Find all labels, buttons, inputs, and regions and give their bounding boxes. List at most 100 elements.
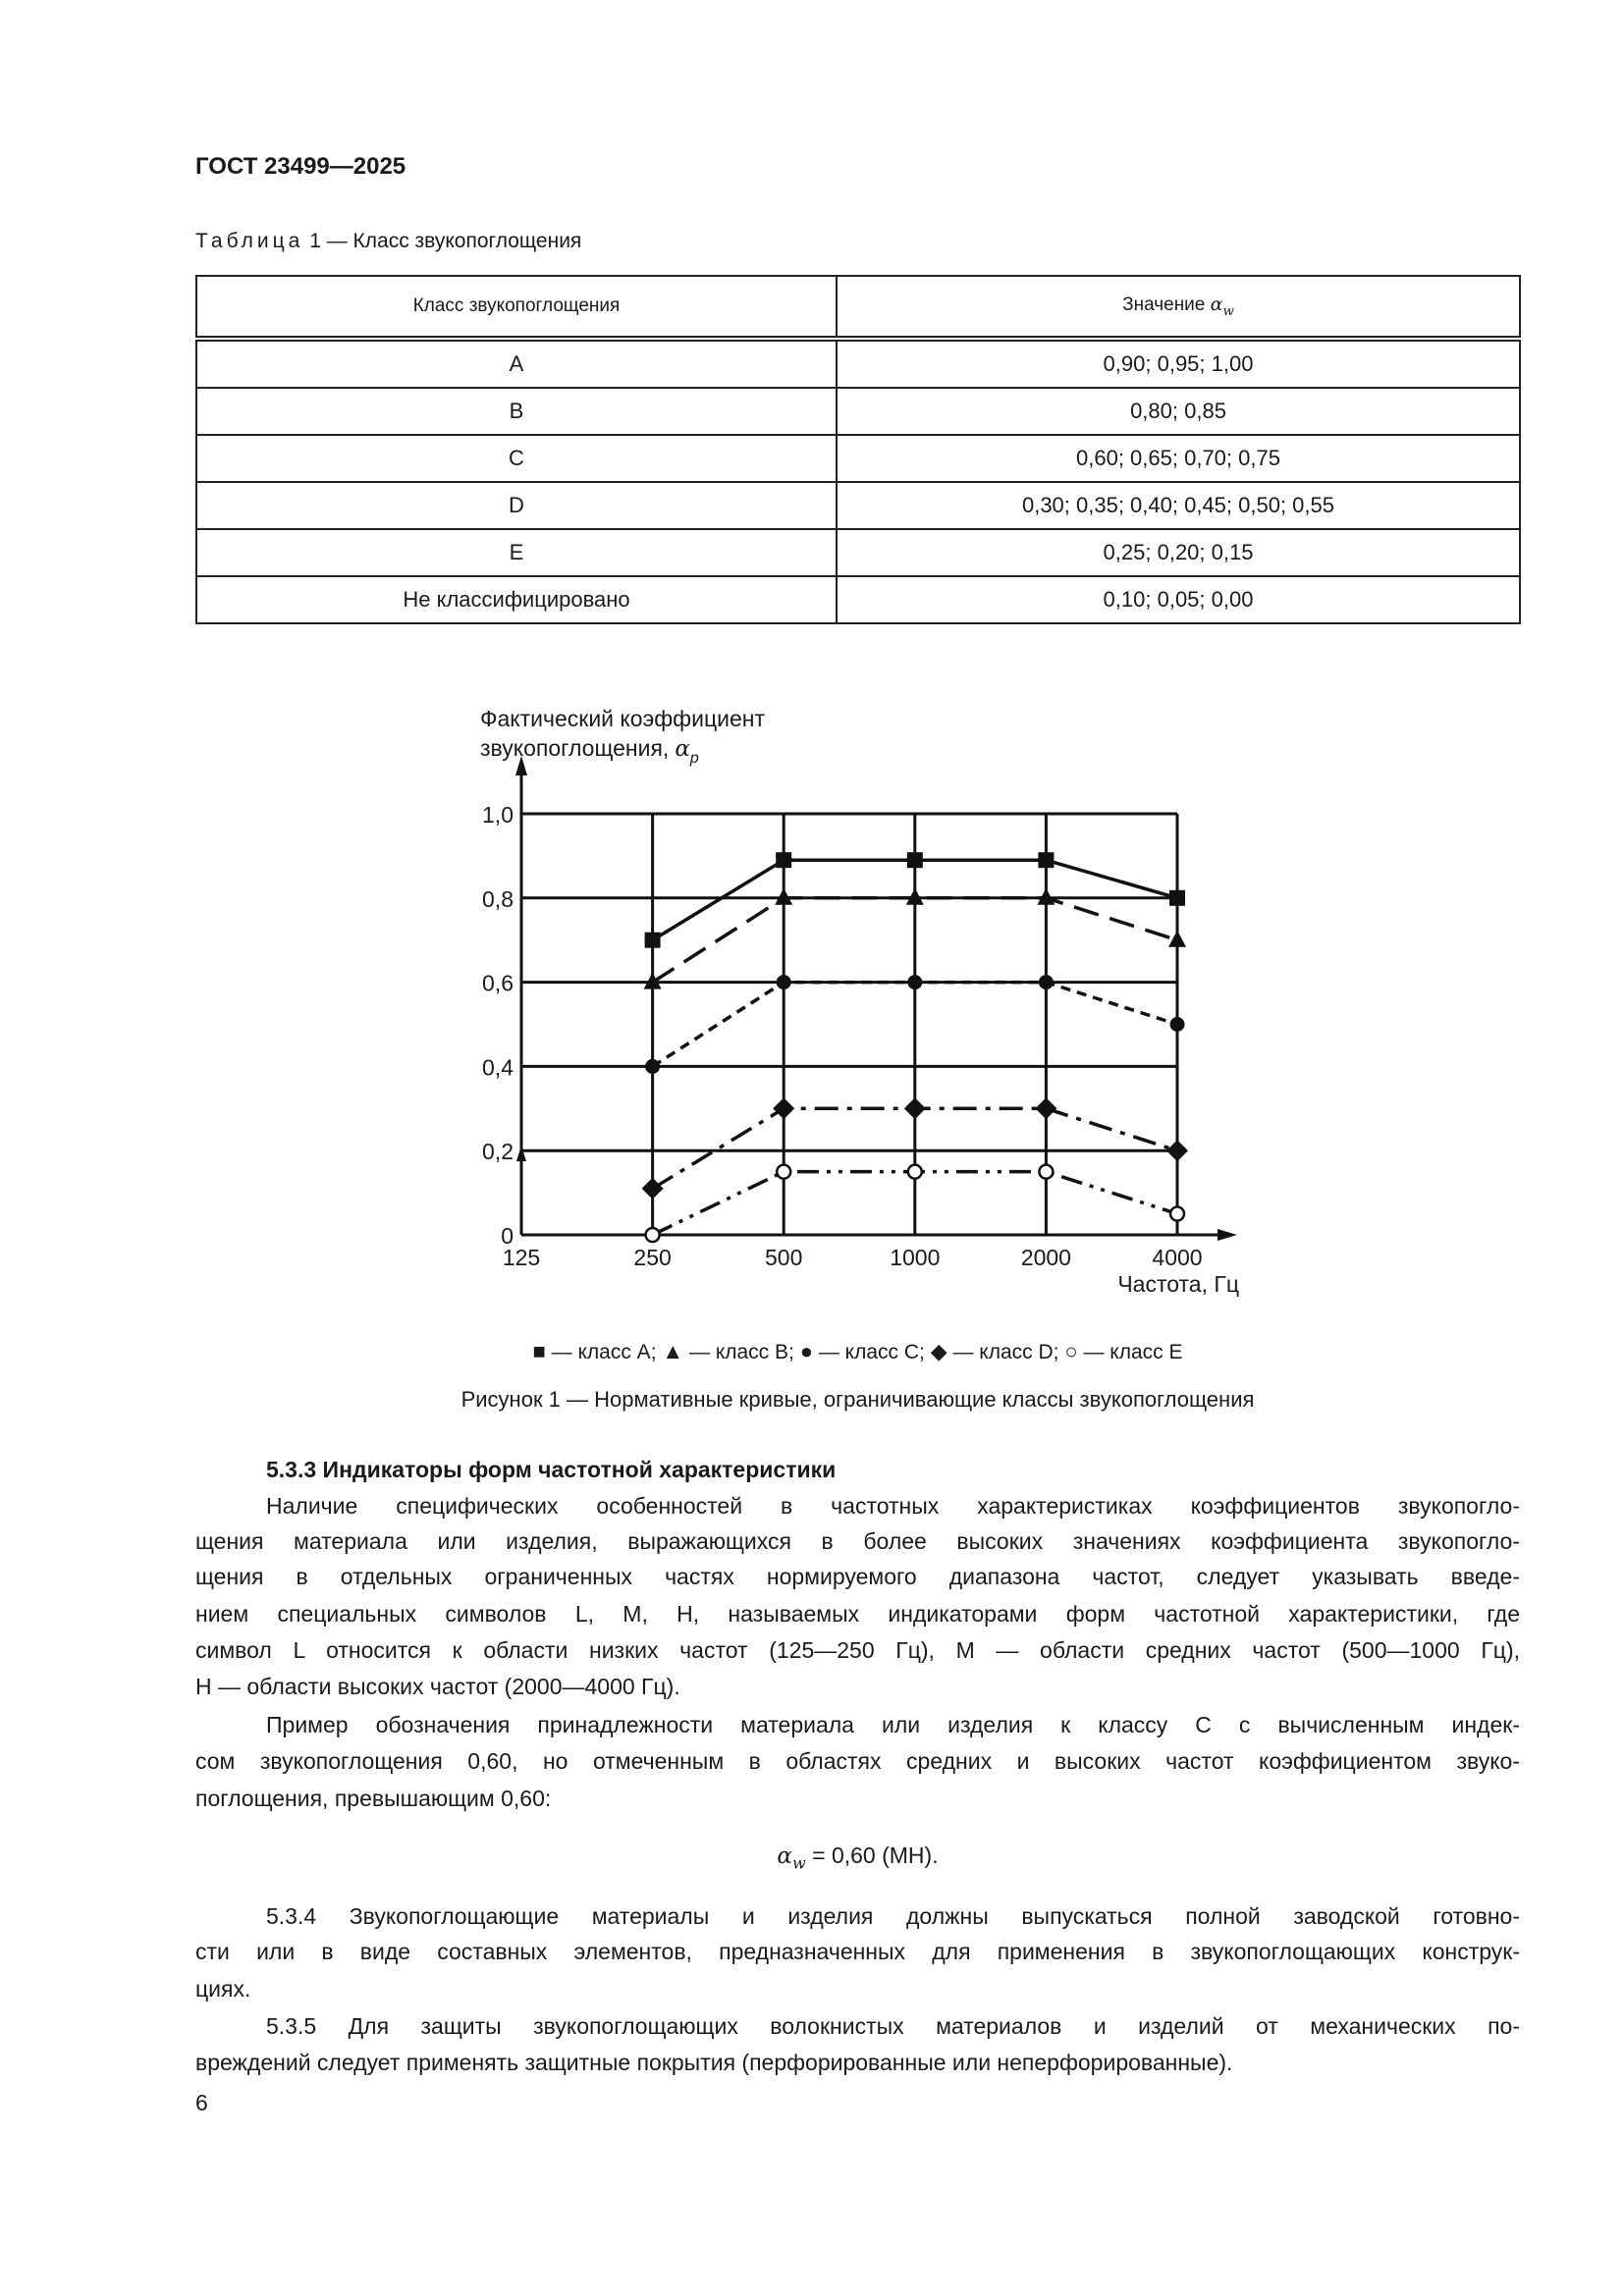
data-point-square xyxy=(1038,852,1055,869)
alpha-symbol: α xyxy=(675,736,690,762)
series-diamond xyxy=(641,1097,1188,1200)
y-axis-arrow-icon xyxy=(515,756,527,775)
data-point-diamond xyxy=(903,1097,926,1120)
y-axis-label-text: звукопоглощения, xyxy=(480,735,669,761)
value-cell: 0,25; 0,20; 0,15 xyxy=(836,528,1521,577)
series-circle xyxy=(645,975,1185,1074)
alpha-subscript: p xyxy=(689,750,699,767)
document-id-header: ГОСТ 23499—2025 xyxy=(195,153,406,180)
data-point-square xyxy=(776,852,792,869)
x-axis-label: Частота, Гц xyxy=(1117,1271,1239,1297)
data-point-open-circle xyxy=(1038,1163,1055,1180)
square-marker-icon: ■ xyxy=(532,1339,546,1363)
paragraph-line: Пример обозначения принадлежности матери… xyxy=(266,1712,1520,1737)
data-point-diamond xyxy=(1035,1097,1057,1120)
class-cell: E xyxy=(195,528,838,577)
data-point-diamond xyxy=(1166,1140,1188,1162)
x-tick-label: 4000 xyxy=(1152,1245,1202,1270)
paragraph-line: нием специальных символов L, M, H, назыв… xyxy=(195,1601,1520,1627)
y-tick-label: 0,8 xyxy=(482,886,514,912)
data-point-open-circle xyxy=(906,1163,924,1180)
column-header-value: Значение αw xyxy=(836,275,1521,342)
table-caption-label: Таблица xyxy=(195,230,304,252)
legend-item: ▲ — класс B; xyxy=(662,1339,800,1363)
alpha-subscript: w xyxy=(1222,303,1234,319)
section-heading-5-3-3: 5.3.3 Индикаторы форм частотной характер… xyxy=(266,1457,837,1482)
legend-label: класс B xyxy=(715,1341,789,1363)
paragraph-line: поглощения, превышающим 0,60: xyxy=(195,1786,552,1811)
sound-absorption-class-table: Класс звукопоглощения Значение αw A 0,90;… xyxy=(195,275,1521,624)
paragraph-line: циях. xyxy=(195,1976,251,2002)
data-point-triangle xyxy=(643,972,662,989)
paragraph-line: 5.3.5 Для защиты звукопоглощающих волокн… xyxy=(266,2013,1520,2039)
legend-separator: — xyxy=(683,1341,716,1363)
data-point-triangle xyxy=(1168,930,1186,947)
data-point-square xyxy=(644,932,661,948)
class-cell: Не классифицировано xyxy=(195,575,838,624)
normative-curves-chart: 0 0,2 0,4 0,6 0,8 1,0 125 250 500 1000 2000 4000 Фак… xyxy=(480,706,1239,1297)
data-point-open-circle xyxy=(644,1226,661,1244)
page-number: 6 xyxy=(195,2090,208,2115)
y-axis-label-line1: Фактический коэффициент xyxy=(480,706,765,731)
legend-separator: — xyxy=(545,1341,578,1363)
data-point-circle xyxy=(645,1058,661,1074)
formula: αw = 0,60 (MH). xyxy=(195,1842,1520,1878)
series-open-circle xyxy=(644,1163,1186,1244)
paragraph-line: 5.3.4 Звукопоглощающие материалы и издел… xyxy=(266,1903,1520,1929)
alpha-symbol: α xyxy=(1210,294,1223,316)
legend-label: класс D xyxy=(979,1341,1054,1363)
x-tick-label: 250 xyxy=(633,1245,671,1270)
formula-value: = 0,60 (MH). xyxy=(805,1842,939,1868)
data-point-open-circle xyxy=(1168,1205,1186,1222)
table-caption: Таблица 1 — Класс звукопоглощения xyxy=(195,230,581,253)
x-tick-label: 1000 xyxy=(890,1245,940,1270)
table-caption-text: 1 — Класс звукопоглощения xyxy=(309,230,582,252)
paragraph-line: Наличие специфических особенностей в час… xyxy=(266,1493,1520,1519)
class-cell: D xyxy=(195,481,838,530)
chart-legend: ■ — класс A; ▲ — класс B; ● — класс C; ◆… xyxy=(195,1339,1520,1364)
legend-label: класс C xyxy=(844,1341,920,1363)
y-tick-label: 0,4 xyxy=(482,1054,514,1080)
data-point-circle xyxy=(1038,975,1054,990)
figure-caption: Рисунок 1 — Нормативные кривые, ограничи… xyxy=(460,1387,1255,1412)
paragraph-line: щения материала или изделия, выражающихс… xyxy=(195,1528,1520,1554)
class-cell: A xyxy=(195,338,838,389)
x-tick-label: 125 xyxy=(503,1245,540,1270)
class-cell: C xyxy=(195,434,838,483)
y-tick-label: 0,6 xyxy=(482,971,514,996)
x-tick-label: 2000 xyxy=(1021,1245,1071,1270)
data-point-open-circle xyxy=(775,1163,792,1180)
paragraph-line: сти или в виде составных элементов, пред… xyxy=(195,1939,1520,1964)
data-point-triangle xyxy=(1037,887,1056,905)
data-point-circle xyxy=(1169,1017,1185,1032)
value-cell: 0,60; 0,65; 0,70; 0,75 xyxy=(836,434,1521,483)
class-cell: B xyxy=(195,387,838,436)
triangle-marker-icon: ▲ xyxy=(662,1339,684,1363)
open-circle-marker-icon: ○ xyxy=(1064,1339,1078,1363)
data-point-triangle xyxy=(905,887,924,905)
value-cell: 0,80; 0,85 xyxy=(836,387,1521,436)
data-point-circle xyxy=(776,975,791,990)
x-axis-arrow-icon xyxy=(1218,1229,1237,1241)
paragraph-line: сом звукопоглощения 0,60, но отмеченным … xyxy=(195,1748,1520,1774)
table-row: E 0,25; 0,20; 0,15 xyxy=(195,528,1521,577)
paragraph-line: вреждений следует применять защитные пок… xyxy=(195,2050,1233,2075)
column-header-class: Класс звукопоглощения xyxy=(195,275,838,342)
y-tick-label: 1,0 xyxy=(482,802,514,828)
formula-alpha: α xyxy=(777,1843,792,1869)
series-square xyxy=(644,852,1185,948)
data-point-square xyxy=(906,852,923,869)
paragraph-line: H — области высоких частот (2000—4000 Гц… xyxy=(195,1674,680,1699)
legend-item: ○ — класс E xyxy=(1064,1339,1183,1363)
y-axis-label-line2: звукопоглощения, αp xyxy=(480,735,699,767)
legend-item: ◆ — класс D; xyxy=(930,1339,1065,1363)
table-row: Не классифицировано 0,10; 0,05; 0,00 xyxy=(195,575,1521,624)
legend-label: класс E xyxy=(1110,1341,1183,1363)
diamond-marker-icon: ◆ xyxy=(930,1339,947,1363)
value-cell: 0,30; 0,35; 0,40; 0,45; 0,50; 0,55 xyxy=(836,481,1521,530)
table-row: B 0,80; 0,85 xyxy=(195,387,1521,436)
table-row: C 0,60; 0,65; 0,70; 0,75 xyxy=(195,434,1521,483)
value-cell: 0,10; 0,05; 0,00 xyxy=(836,575,1521,624)
legend-separator: — xyxy=(812,1341,845,1363)
